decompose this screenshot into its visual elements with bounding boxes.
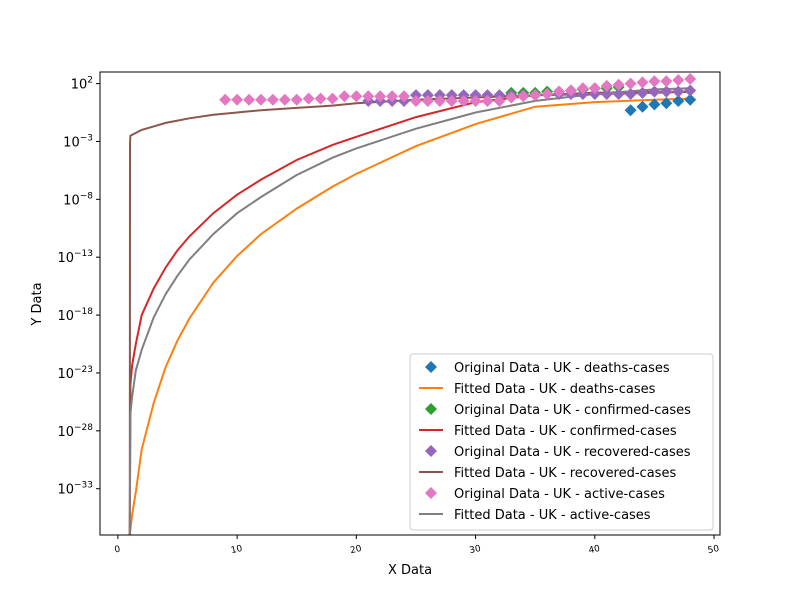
data-point xyxy=(624,87,637,100)
data-point xyxy=(636,100,649,113)
data-point xyxy=(612,87,625,100)
data-point xyxy=(648,85,661,98)
data-point xyxy=(660,97,673,110)
data-point xyxy=(624,77,637,90)
y-tick-label: 10−23 xyxy=(57,365,93,382)
y-tick-label: 10−33 xyxy=(57,481,93,498)
data-point xyxy=(445,94,458,107)
axes: 0 10 20 30 40 50 102 10−3 10−8 10−13 10−18 10−23 10−… xyxy=(57,71,721,556)
data-point xyxy=(386,90,399,103)
y-tick-label: 10−8 xyxy=(63,191,93,208)
x-tick-label: 30 xyxy=(469,544,483,556)
data-point xyxy=(302,92,315,105)
y-tick-label: 102 xyxy=(71,76,93,93)
data-point xyxy=(541,87,554,100)
y-tick-label: 10−18 xyxy=(57,307,93,324)
x-axis-label: X Data xyxy=(388,563,432,578)
legend-entry-label: Original Data - UK - recovered-cases xyxy=(454,445,691,460)
data-point xyxy=(600,87,613,100)
data-point xyxy=(374,90,387,103)
legend-box xyxy=(409,353,714,531)
data-point xyxy=(648,75,661,88)
y-tick-label: 10−3 xyxy=(63,133,93,150)
data-point xyxy=(231,93,244,106)
data-point xyxy=(338,90,351,103)
x-tick-label: 0 xyxy=(114,545,122,556)
data-point xyxy=(684,84,697,97)
legend: Original Data - UK - deaths-cases Fitted … xyxy=(409,353,714,531)
data-point xyxy=(576,82,589,95)
legend-entry-label: Fitted Data - UK - active-cases xyxy=(454,508,651,523)
y-axis-label: Y Data xyxy=(30,282,45,326)
data-point xyxy=(421,94,434,107)
y-tick-label: 10−13 xyxy=(57,249,93,266)
data-point xyxy=(493,94,506,107)
data-point xyxy=(409,94,422,107)
data-point xyxy=(457,94,470,107)
data-point xyxy=(314,92,327,105)
data-point xyxy=(266,93,279,106)
data-point xyxy=(612,78,625,91)
legend-entry-label: Original Data - UK - active-cases xyxy=(454,487,665,502)
x-tick-label: 40 xyxy=(588,544,602,556)
data-point xyxy=(398,90,411,103)
data-point xyxy=(326,92,339,105)
series-line-1 xyxy=(128,97,691,535)
legend-swatch-marker xyxy=(425,403,437,415)
data-point xyxy=(684,93,697,106)
data-point xyxy=(553,85,566,98)
data-point xyxy=(672,85,685,98)
x-tick-label: 20 xyxy=(349,544,363,556)
data-point xyxy=(624,104,637,117)
data-point xyxy=(254,93,267,106)
plot-area xyxy=(128,72,697,535)
data-point xyxy=(660,85,673,98)
x-tick-label: 10 xyxy=(230,544,244,556)
legend-entry-label: Fitted Data - UK - deaths-cases xyxy=(454,382,656,397)
data-point xyxy=(660,75,673,88)
data-point xyxy=(505,91,518,104)
data-point xyxy=(529,89,542,102)
y-tick-label: 10−28 xyxy=(57,423,93,440)
data-point xyxy=(362,90,375,103)
data-point xyxy=(672,94,685,107)
legend-swatch-marker xyxy=(425,361,437,373)
legend-entry-label: Fitted Data - UK - recovered-cases xyxy=(454,466,676,481)
plot-frame xyxy=(99,71,721,536)
data-point xyxy=(648,98,661,111)
data-point xyxy=(219,93,232,106)
data-point xyxy=(481,94,494,107)
legend-entry-label: Original Data - UK - confirmed-cases xyxy=(454,403,691,418)
data-point xyxy=(564,84,577,97)
data-point xyxy=(672,74,685,87)
legend-swatch-marker xyxy=(425,445,437,457)
series-group xyxy=(128,72,697,535)
series-line-7 xyxy=(128,87,691,535)
data-point xyxy=(350,90,363,103)
legend-entry-label: Fitted Data - UK - confirmed-cases xyxy=(454,424,677,439)
data-point xyxy=(433,94,446,107)
data-point xyxy=(600,79,613,92)
data-point xyxy=(636,76,649,89)
data-point xyxy=(469,94,482,107)
data-point xyxy=(517,90,530,103)
data-point xyxy=(684,72,697,85)
data-point xyxy=(278,93,291,106)
legend-entry-label: Original Data - UK - deaths-cases xyxy=(454,361,670,376)
x-tick-label: 50 xyxy=(707,544,721,556)
data-point xyxy=(243,93,256,106)
data-point xyxy=(290,93,303,106)
legend-swatch-marker xyxy=(425,487,437,499)
data-point xyxy=(636,86,649,99)
data-point xyxy=(588,82,601,95)
